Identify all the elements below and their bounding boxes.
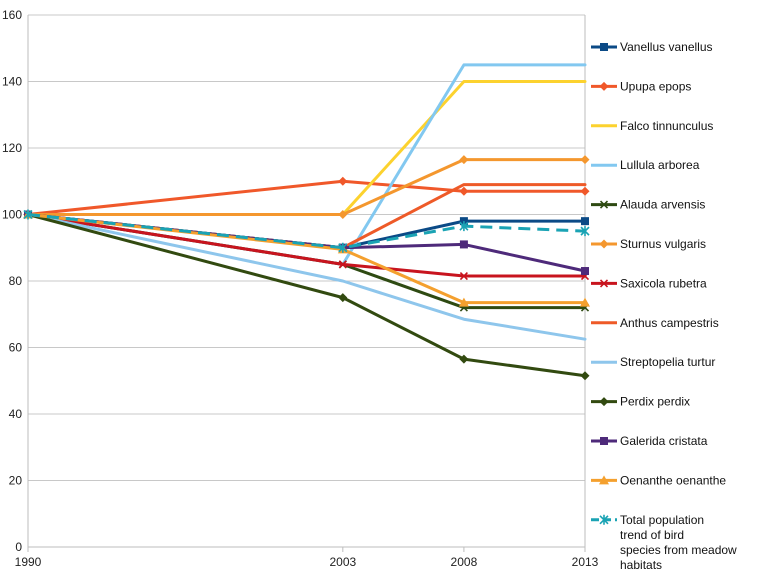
legend-label: Sturnus vulgaris	[620, 237, 706, 251]
legend-marker	[599, 200, 609, 209]
legend-item: Galerida cristata	[591, 434, 708, 448]
series-line	[26, 179, 587, 216]
legend-item: Perdix perdix	[591, 395, 690, 409]
legend-marker	[599, 397, 609, 407]
data-point	[581, 217, 589, 226]
legend-item: Sturnus vulgaris	[591, 237, 706, 251]
series-line	[27, 213, 586, 250]
data-point	[459, 155, 469, 165]
series-line	[26, 213, 587, 341]
y-tick-label: 20	[9, 474, 23, 488]
data-point	[338, 260, 347, 269]
y-tick-label: 160	[2, 8, 22, 22]
gridlines	[28, 14, 585, 481]
data-point	[459, 271, 468, 281]
legend-label: Oenanthe oenanthe	[620, 473, 726, 487]
y-tick-label: 100	[2, 208, 22, 222]
data-point	[580, 371, 590, 381]
data-point	[459, 354, 469, 364]
y-tick-label: 120	[2, 141, 22, 155]
legend-item: Vanellus vanellus	[591, 40, 713, 54]
x-tick-label: 2003	[329, 555, 356, 569]
legend-item: Streptopelia turtur	[591, 355, 715, 369]
series-6	[23, 155, 590, 219]
y-tick-label: 0	[15, 540, 22, 554]
data-point	[580, 186, 590, 196]
data-point	[458, 297, 469, 307]
series-line	[26, 213, 587, 278]
series-4	[26, 63, 587, 266]
data-point	[23, 209, 33, 220]
legend-marker	[599, 81, 609, 91]
series-13	[23, 209, 590, 253]
y-tick-label: 60	[9, 341, 23, 355]
data-point	[459, 221, 469, 232]
data-point	[580, 226, 590, 237]
legend-item: Total population trend of bird species fro…	[591, 513, 737, 572]
data-point	[459, 186, 469, 196]
legend-label: Perdix perdix	[620, 395, 690, 409]
legend-label: Falco tinnunculus	[620, 119, 713, 133]
legend-marker	[599, 475, 609, 485]
legend-item: Alauda arvensis	[591, 198, 705, 212]
y-tick-label: 80	[9, 274, 23, 288]
data-point	[338, 242, 348, 253]
data-point	[338, 293, 348, 303]
series-line	[26, 183, 587, 250]
data-point	[580, 155, 590, 165]
legend-marker	[599, 279, 609, 288]
series-line	[26, 63, 587, 266]
data-point	[459, 240, 468, 249]
data-point	[338, 210, 348, 219]
legend-label: Anthus campestris	[620, 316, 719, 330]
legend-item: Oenanthe oenanthe	[591, 473, 726, 487]
legend-label: Total population trend of bird species fro…	[620, 513, 737, 572]
legend-label: Streptopelia turtur	[620, 355, 715, 369]
legend-item: Upupa epops	[591, 79, 691, 93]
legend-item: Saxicola rubetra	[591, 276, 707, 290]
series-9	[26, 213, 587, 341]
series-line	[26, 158, 587, 216]
series-8	[26, 183, 587, 250]
data-point	[581, 267, 589, 276]
legend-marker	[600, 437, 608, 445]
series-10	[23, 210, 590, 381]
legend-label: Lullula arborea	[620, 158, 700, 172]
legend-marker	[600, 43, 608, 51]
legend-label: Galerida cristata	[620, 434, 708, 448]
legend-label: Upupa epops	[620, 79, 691, 93]
legend-label: Vanellus vanellus	[620, 40, 713, 54]
legend: Vanellus vanellus Upupa epops Falco tinnun…	[591, 40, 737, 572]
data-point	[338, 176, 348, 186]
legend-marker	[599, 239, 609, 249]
axes: 0 20 40 60 80 100 120 140 160 1990 2003 2008 2013	[2, 8, 599, 569]
x-tick-label: 2008	[451, 555, 478, 569]
data-point	[580, 297, 590, 307]
y-tick-label: 40	[9, 407, 23, 421]
series-lines	[23, 63, 590, 381]
y-tick-label: 140	[2, 75, 22, 89]
legend-marker	[599, 514, 609, 525]
legend-label: Alauda arvensis	[620, 198, 705, 212]
x-tick-label: 1990	[15, 555, 42, 569]
legend-label: Saxicola rubetra	[620, 276, 707, 290]
x-tick-label: 2013	[572, 555, 599, 569]
series-line	[26, 213, 587, 378]
legend-item: Falco tinnunculus	[591, 119, 713, 133]
legend-item: Anthus campestris	[591, 316, 719, 330]
legend-item: Lullula arborea	[591, 158, 700, 172]
